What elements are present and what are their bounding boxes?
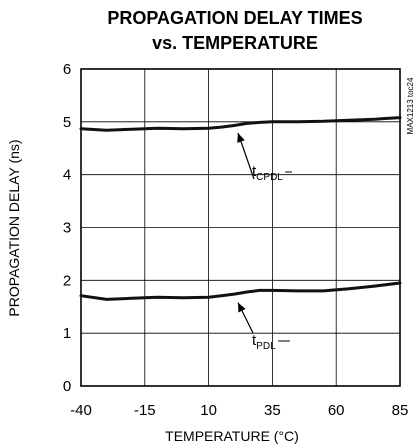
y-tick-label: 6 xyxy=(63,61,71,78)
arrow-head-icon xyxy=(238,302,246,313)
axes xyxy=(80,68,401,387)
x-tick-label: 60 xyxy=(328,402,345,419)
chart-title-line-1: PROPAGATION DELAY TIMES xyxy=(107,8,362,28)
x-tick-label: -15 xyxy=(134,402,156,419)
tick-labels: -40 -15 10 35 60 85 0 1 2 3 4 5 6 xyxy=(63,61,409,419)
series-lines xyxy=(79,116,402,301)
x-tick-label: -40 xyxy=(70,402,92,419)
series-line-tPDL xyxy=(79,281,402,301)
y-tick-label: 2 xyxy=(63,272,71,289)
y-tick-label: 3 xyxy=(63,220,71,237)
plot-frame xyxy=(80,68,401,387)
x-tick-label: 35 xyxy=(264,402,281,419)
arrow-head-icon xyxy=(237,133,245,143)
chart-title-line-2: vs. TEMPERATURE xyxy=(152,33,318,53)
annotations: tCPDL tPDL xyxy=(237,132,292,352)
series-line-tCPDL xyxy=(79,116,402,132)
y-axis-label: PROPAGATION DELAY (ns) xyxy=(6,139,22,316)
x-axis-label: TEMPERATURE (°C) xyxy=(165,428,299,444)
grid xyxy=(81,69,400,386)
side-note: MAX1213 toc24 xyxy=(406,77,415,134)
y-tick-label: 0 xyxy=(63,378,71,395)
x-tick-label: 85 xyxy=(392,402,409,419)
y-tick-label: 4 xyxy=(63,167,71,184)
y-tick-label: 1 xyxy=(63,325,71,342)
series-label: tPDL xyxy=(252,332,276,352)
series-label: tCPDL xyxy=(252,163,283,183)
y-tick-label: 5 xyxy=(63,114,71,131)
annotation-tCPDL: tCPDL xyxy=(237,132,292,183)
annotation-tPDL: tPDL xyxy=(237,302,290,352)
x-tick-label: 10 xyxy=(200,402,217,419)
